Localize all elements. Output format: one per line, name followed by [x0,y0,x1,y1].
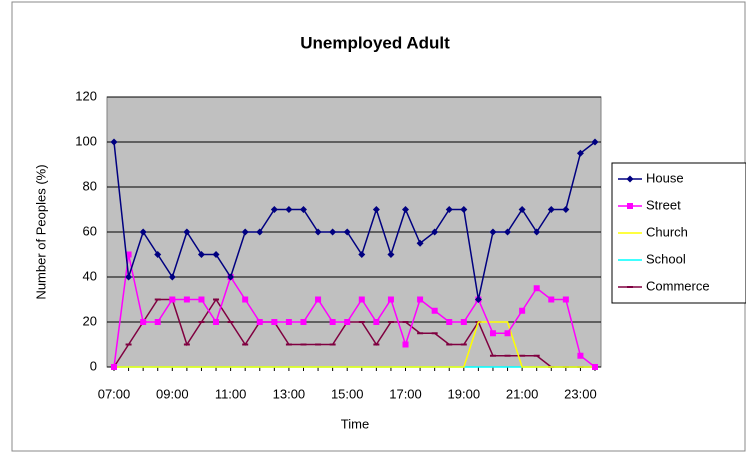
data-point [154,319,161,325]
data-point [213,319,220,325]
data-point [562,296,569,303]
x-tick-label: 09:00 [156,386,189,401]
data-point [460,319,467,325]
data-point [227,273,235,281]
data-point [343,228,351,236]
data-point [387,251,395,258]
data-point [125,273,133,281]
y-tick-label: 20 [83,313,97,328]
data-point [489,330,496,337]
data-point [125,251,132,258]
data-point [474,296,482,303]
y-tick-label: 80 [83,178,97,193]
legend-label: House [646,170,684,185]
data-point [271,319,278,325]
data-point [518,206,526,213]
data-point [504,228,512,236]
data-point [256,319,263,325]
data-point [285,319,292,325]
data-point [315,296,322,303]
y-tick-label: 0 [90,358,97,373]
data-point [256,228,264,236]
x-tick-label: 11:00 [215,386,247,401]
data-point [169,296,176,303]
data-point [358,296,365,303]
data-point [402,341,409,348]
data-point [197,251,205,258]
data-point [547,206,555,213]
data-point [154,251,162,258]
data-point [314,228,322,236]
data-point [111,364,117,370]
legend-label: Street [646,197,681,212]
x-tick-label: 21:00 [506,386,539,401]
data-point [329,228,337,236]
data-point [445,206,453,213]
series-line [113,254,596,368]
data-point [519,307,526,314]
data-point [417,296,424,303]
data-point [270,206,278,213]
x-tick-label: 07:00 [98,386,131,401]
data-point [533,285,540,292]
data-point [242,296,249,303]
data-point [416,239,424,247]
y-tick-label: 60 [83,223,97,238]
x-tick-label: 17:00 [389,386,422,401]
legend-label: Church [646,224,688,239]
series-line [113,141,596,300]
data-point [431,307,438,314]
data-point [299,206,307,213]
data-point [285,206,293,213]
series-line [113,298,595,368]
data-point [372,206,380,213]
data-point [183,228,191,236]
data-point [183,296,190,303]
data-point [460,206,468,213]
data-point [577,352,584,359]
y-tick-label: 40 [83,268,97,283]
y-tick-label: 120 [75,88,97,103]
data-point [548,296,555,303]
data-point [504,330,511,337]
data-point [446,319,453,325]
data-point [140,319,147,325]
x-tick-label: 19:00 [448,386,481,401]
data-point [402,206,410,213]
data-point [329,319,336,325]
legend-marker [626,175,634,183]
data-point [241,228,249,236]
x-axis-label: Time [341,416,369,431]
legend-marker [627,203,633,209]
legend-label: Commerce [646,278,710,293]
data-point [358,251,366,258]
data-point [373,319,380,325]
data-point [431,228,439,236]
data-point [562,206,570,213]
data-point [576,149,584,157]
x-tick-label: 15:00 [331,386,364,401]
data-point [110,138,118,146]
legend-label: School [646,251,686,266]
data-point [387,296,394,303]
data-point [592,364,598,370]
data-point [198,296,205,303]
x-tick-label: 23:00 [564,386,597,401]
x-tick-label: 13:00 [273,386,306,401]
data-point [168,273,176,281]
y-tick-label: 100 [75,133,97,148]
data-point [212,251,220,258]
data-point [489,228,497,236]
data-point [344,319,351,325]
data-point [300,319,307,325]
data-point [139,228,147,236]
y-axis-label: Number of Peoples (%) [33,164,48,299]
data-point [533,228,541,236]
data-point [591,138,599,146]
chart-title: Unemployed Adult [300,33,450,52]
series-line [114,321,595,368]
